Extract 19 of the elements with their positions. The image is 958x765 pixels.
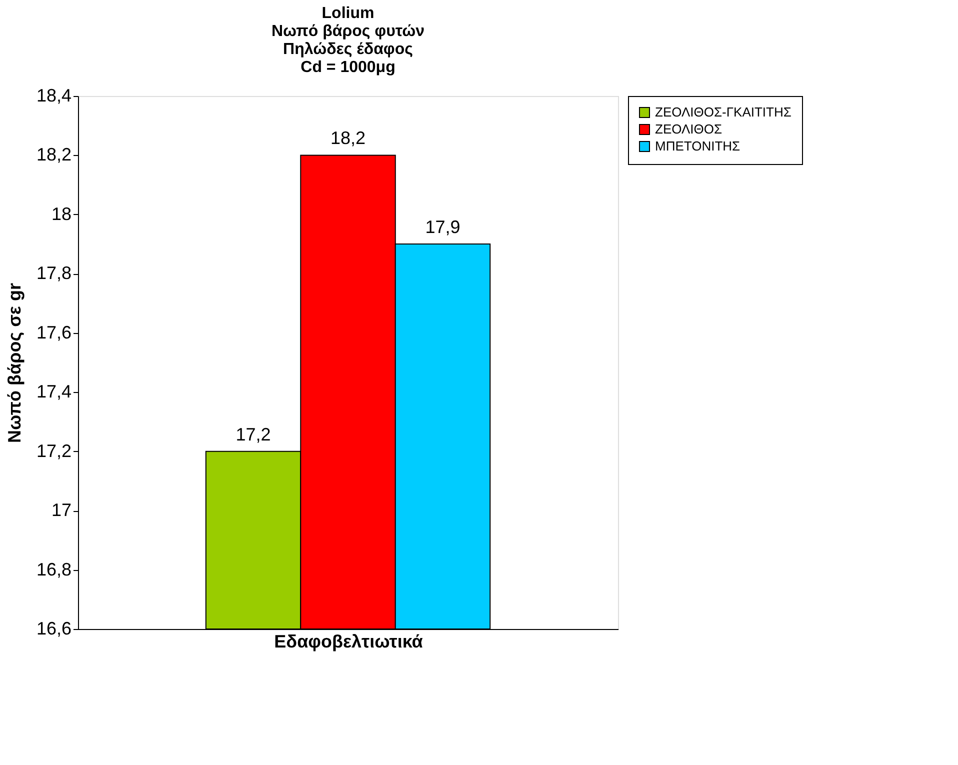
y-tick-label: 17,8 xyxy=(36,263,72,284)
y-tick-label: 17,6 xyxy=(36,322,72,342)
legend-label: ΜΠΕΤΟΝΙΤΗΣ xyxy=(655,138,740,154)
x-axis-title: Εδαφοβελτιωτικά xyxy=(274,632,423,652)
y-tick-label: 16,6 xyxy=(36,618,72,638)
chart-title: Lolium Νωπό βάρος φυτών Πηλώδες έδαφος Cd = 1000μg xyxy=(272,5,425,76)
data-label: 18,2 xyxy=(330,128,366,148)
y-axis-title: Νωπό βάρος σε gr xyxy=(4,283,24,443)
y-tick-label: 18 xyxy=(51,204,72,224)
y-tick-label: 17,4 xyxy=(36,382,72,402)
y-tick-label: 17 xyxy=(51,500,72,520)
data-label: 17,2 xyxy=(236,424,271,444)
y-tick-label: 18,4 xyxy=(36,86,72,106)
legend-label: ΖΕΟΛΙΘΟΣ-ΓΚΑΙΤΙΤΗΣ xyxy=(655,104,792,120)
legend-label: ΖΕΟΛΙΘΟΣ xyxy=(655,122,722,136)
y-tick-label: 16,8 xyxy=(36,559,72,580)
y-tick-label: 18,2 xyxy=(36,144,72,165)
data-label: 17,9 xyxy=(425,217,460,238)
y-tick-label: 17,2 xyxy=(36,440,72,461)
